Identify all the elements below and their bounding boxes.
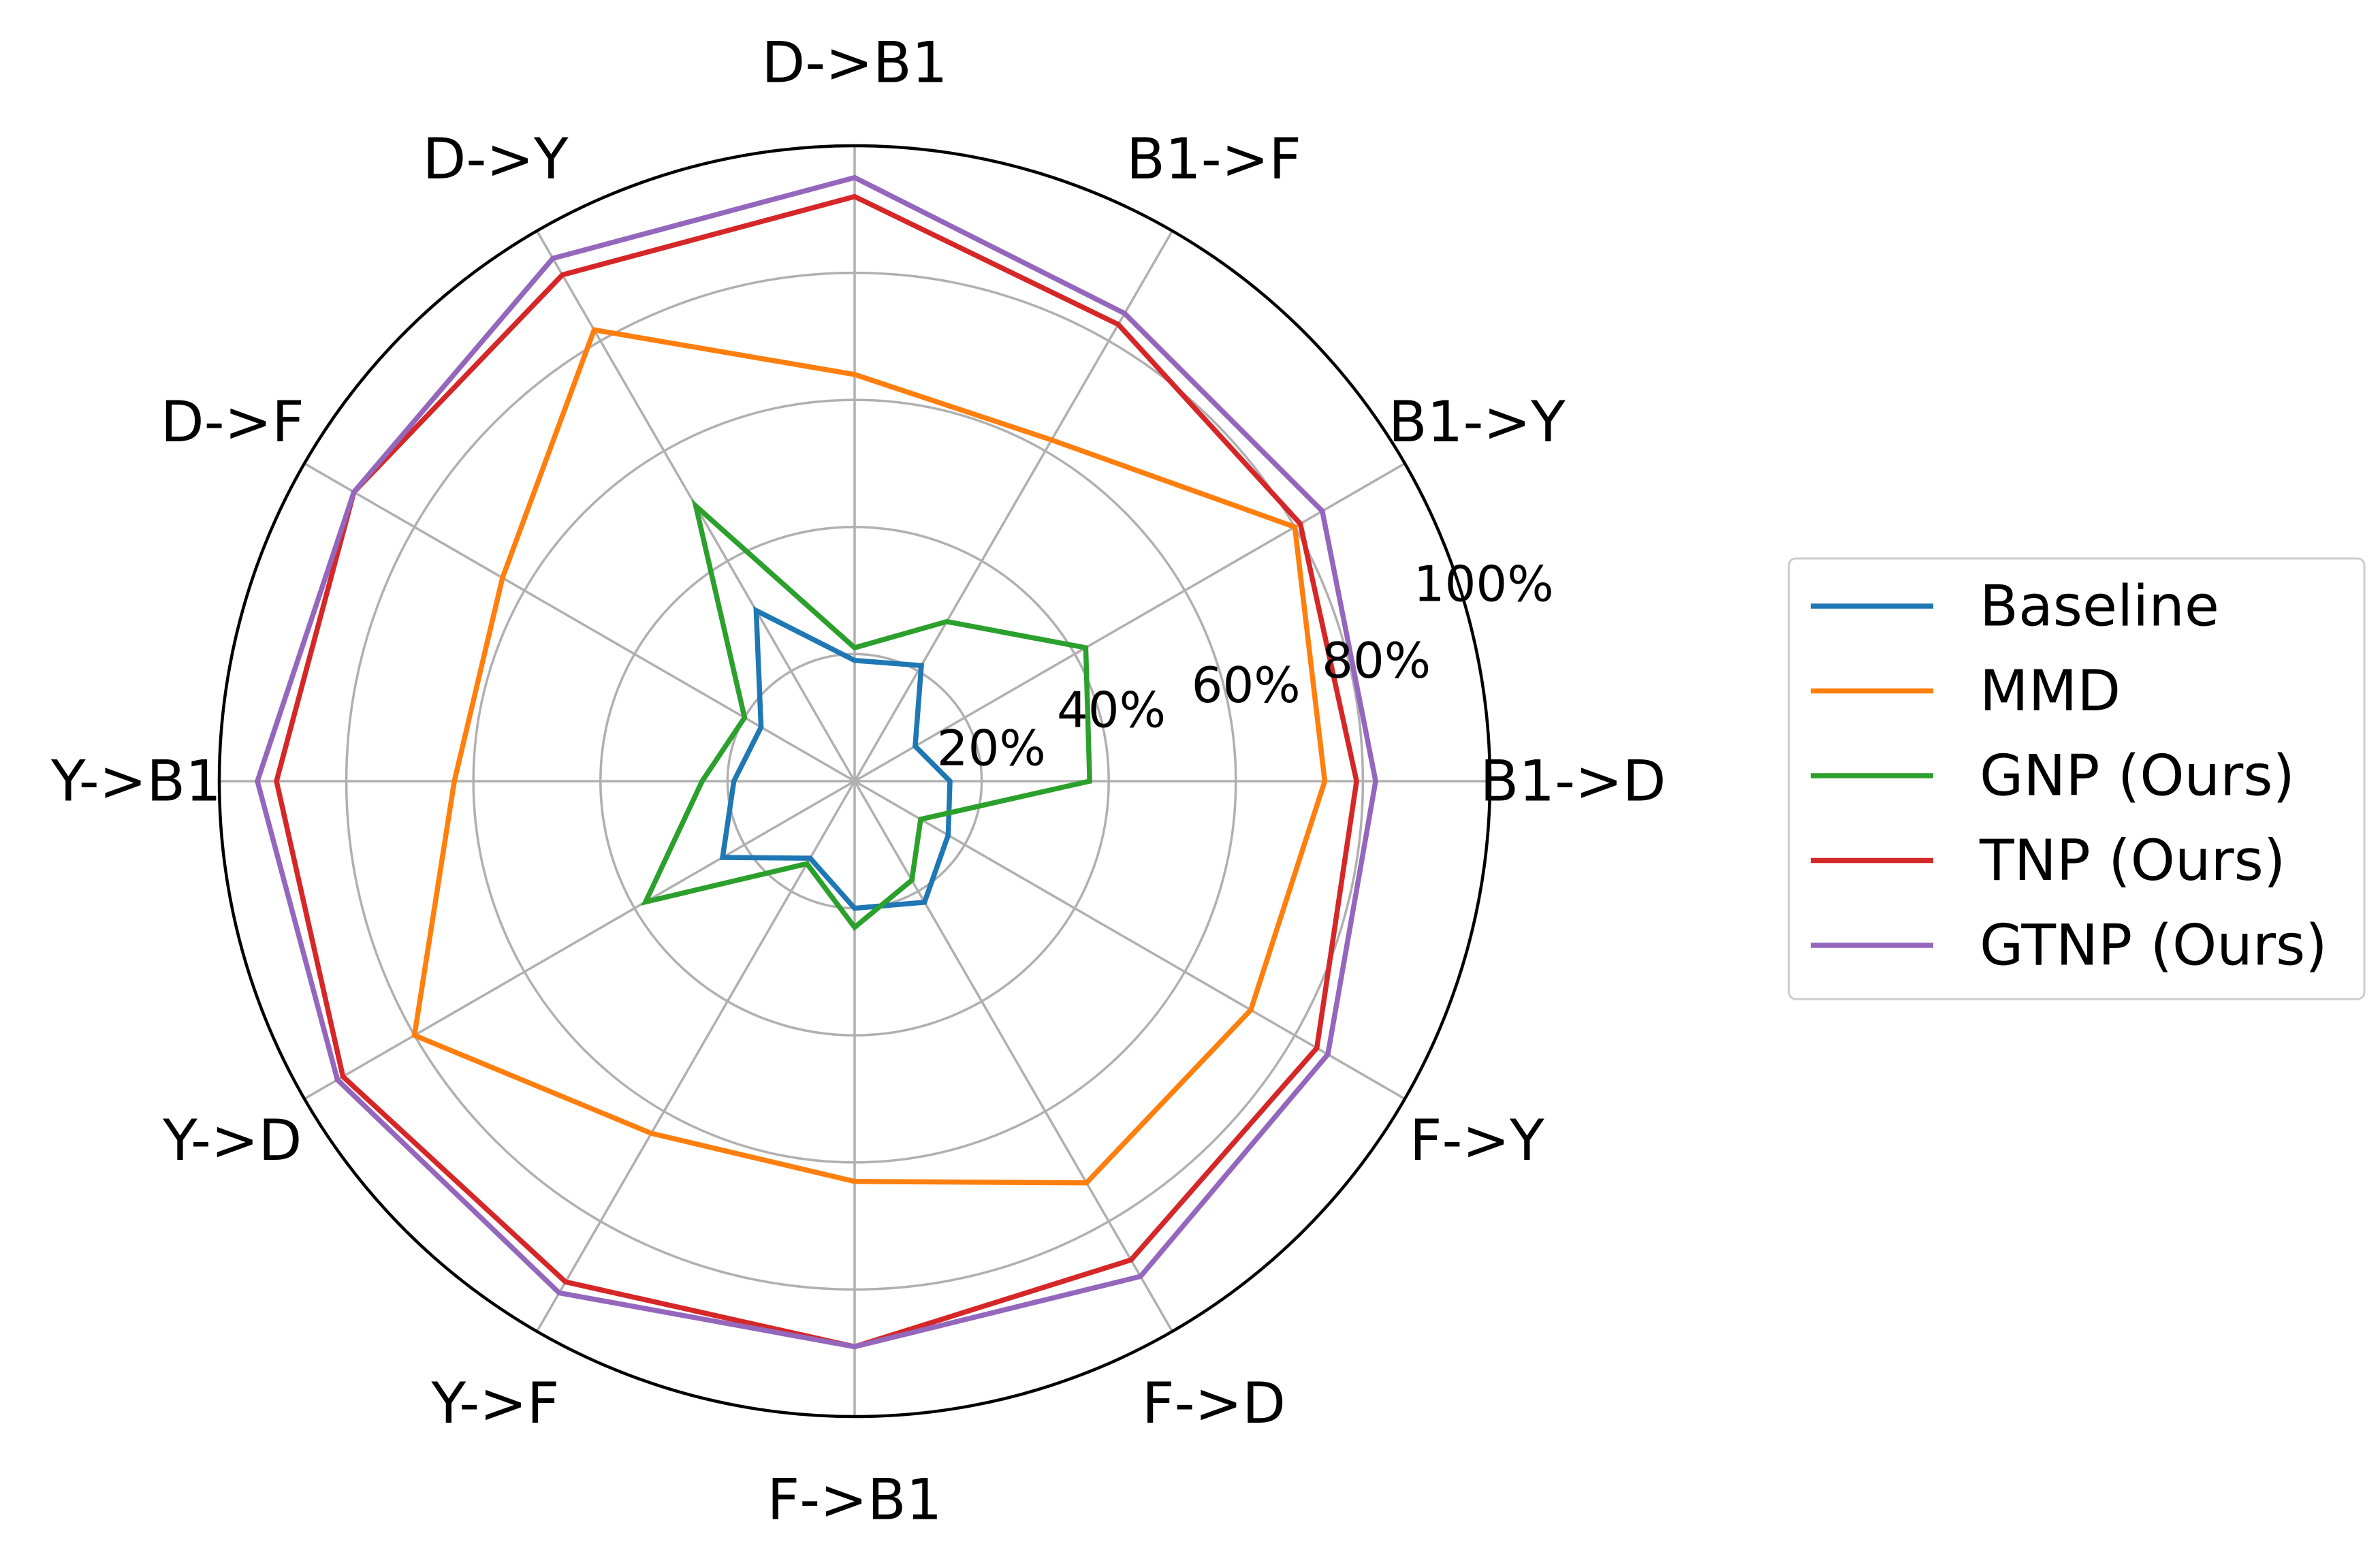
grid-spoke — [853, 780, 1174, 1332]
series-line-tnp-ours — [274, 193, 1359, 1350]
polar-frame-group — [217, 144, 1492, 1419]
legend-entry-tnp-ours: TNP (Ours) — [1811, 827, 2285, 894]
legend-label: MMD — [1980, 658, 2121, 724]
category-label: B1->Y — [1389, 389, 1566, 455]
category-label: Y->D — [162, 1107, 302, 1173]
category-label: F->D — [1142, 1370, 1286, 1436]
radial-tick-label: 20% — [937, 719, 1046, 776]
legend-label: GTNP (Ours) — [1980, 913, 2328, 979]
legend-entry-gnp-ours: GNP (Ours) — [1811, 743, 2295, 809]
series-line-mmd — [411, 327, 1328, 1186]
radial-tick-label: 100% — [1414, 556, 1554, 613]
legend-entry-mmd: MMD — [1811, 658, 2121, 724]
category-label: B1->F — [1126, 126, 1301, 192]
radial-tick-label: 80% — [1322, 632, 1431, 689]
polar-frame — [217, 144, 1492, 1419]
legend-entry-gtnp-ours: GTNP (Ours) — [1811, 913, 2328, 979]
series-line-gnp-ours — [641, 499, 1093, 931]
category-label: F->Y — [1410, 1107, 1544, 1173]
category-label: D->Y — [422, 126, 568, 192]
grid-spoke — [304, 780, 855, 1101]
grid-spoke — [535, 780, 856, 1332]
legend-entry-baseline: Baseline — [1811, 573, 2219, 639]
category-label: D->B1 — [761, 30, 947, 96]
category-labels: B1->D B1->Y B1->F D->B1 D->Y D->F Y->B1 Y->D Y->… — [50, 30, 1666, 1533]
legend-frame — [1788, 557, 2366, 1000]
radial-tick-label: 60% — [1192, 657, 1301, 714]
legend-label: TNP (Ours) — [1979, 827, 2285, 894]
series-line-baseline — [719, 606, 953, 911]
series-lines — [255, 174, 1378, 1350]
series-line-gtnp-ours — [255, 174, 1378, 1350]
legend-label: GNP (Ours) — [1980, 743, 2295, 809]
category-label: B1->D — [1480, 748, 1666, 815]
category-label: D->F — [161, 389, 304, 455]
category-label: Y->B1 — [50, 748, 221, 815]
radial-tick-labels: 20%40% 60% 80% 100% — [937, 556, 1554, 777]
category-label: Y->F — [430, 1370, 559, 1436]
category-label: F->B1 — [767, 1467, 942, 1533]
radial-tick-label: 40% — [1057, 682, 1166, 739]
legend: Baseline MMD GNP (Ours) TNP (Ours) GTNP (Our… — [1788, 557, 2366, 1000]
legend-label: Baseline — [1980, 573, 2219, 639]
grid-spoke — [854, 462, 1406, 783]
